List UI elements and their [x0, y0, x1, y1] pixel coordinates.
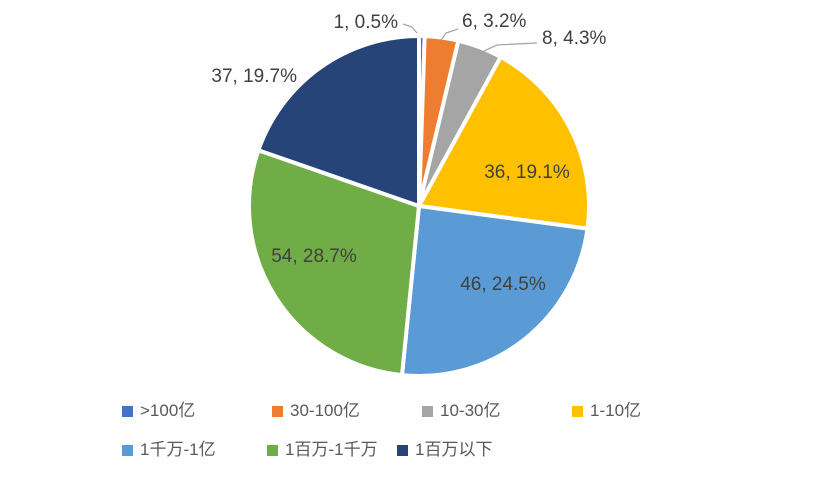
legend-swatch — [267, 444, 278, 456]
legend-item-2[interactable]: 10-30亿 — [422, 400, 572, 422]
pie-chart: 1, 0.5% 6, 3.2% 8, 4.3% 36, 19.1% 46, 24.5% 5… — [211, 11, 607, 378]
chart-legend: >100亿 30-100亿 10-30亿 1-10亿 1千万-1亿 1百万-1千万 1百万以… — [122, 400, 722, 478]
legend-label: 1-10亿 — [590, 401, 642, 420]
legend-label: 1百万-1千万 — [285, 440, 378, 459]
legend-swatch — [572, 405, 583, 417]
legend-label: >100亿 — [140, 401, 196, 420]
legend-item-6[interactable]: 1百万以下 — [397, 439, 492, 461]
legend-label: 1百万以下 — [415, 440, 493, 459]
legend-swatch — [122, 444, 133, 456]
legend-swatch — [122, 405, 133, 417]
pie-slice-3[interactable] — [417, 54, 591, 231]
leader-line-0 — [402, 23, 418, 34]
legend-item-1[interactable]: 30-100亿 — [272, 400, 422, 422]
legend-swatch — [422, 405, 433, 417]
legend-item-0[interactable]: >100亿 — [122, 400, 272, 422]
legend-label: 10-30亿 — [440, 401, 501, 420]
legend-swatch — [272, 405, 283, 417]
data-label-3: 36, 19.1% — [484, 162, 570, 183]
data-label-0: 1, 0.5% — [334, 12, 399, 33]
legend-row-2: 1千万-1亿 1百万-1千万 1百万以下 — [122, 439, 722, 461]
data-label-5: 54, 28.7% — [271, 246, 357, 267]
legend-row-1: >100亿 30-100亿 10-30亿 1-10亿 — [122, 400, 722, 422]
pie-slice-5[interactable] — [247, 148, 421, 378]
legend-label: 1千万-1亿 — [140, 440, 216, 459]
data-label-1: 6, 3.2% — [462, 11, 527, 32]
legend-item-3[interactable]: 1-10亿 — [572, 400, 722, 422]
leader-line-2 — [483, 42, 538, 52]
legend-item-5[interactable]: 1百万-1千万 — [267, 439, 397, 461]
data-label-2: 8, 4.3% — [542, 28, 607, 49]
legend-label: 30-100亿 — [290, 401, 360, 420]
data-label-6: 37, 19.7% — [211, 66, 297, 87]
pie-slice-4[interactable] — [399, 204, 590, 378]
legend-swatch — [397, 444, 408, 456]
leader-line-1 — [440, 28, 459, 41]
data-label-4: 46, 24.5% — [460, 274, 546, 295]
pie-slice-6[interactable] — [256, 34, 421, 208]
legend-item-4[interactable]: 1千万-1亿 — [122, 439, 267, 461]
